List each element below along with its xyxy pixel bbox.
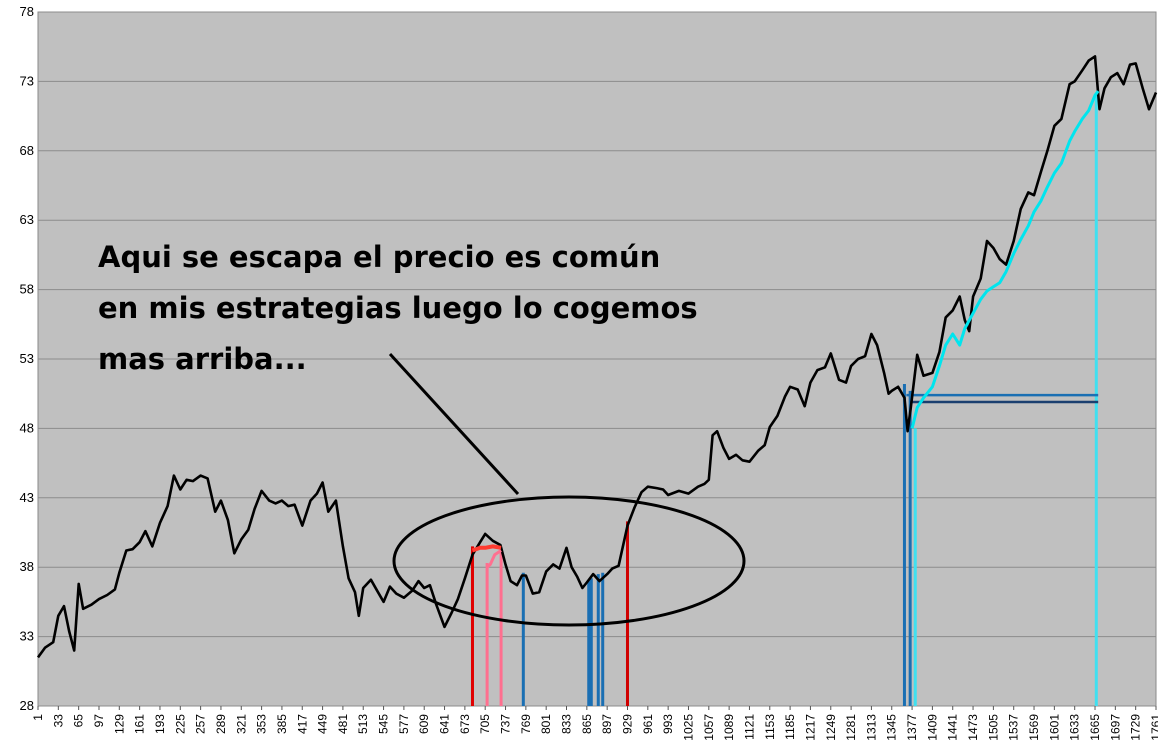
x-tick-label: 705 xyxy=(478,714,492,734)
x-tick-label: 129 xyxy=(112,714,126,734)
annotation-line-2: en mis estrategias luego lo cogemos xyxy=(98,291,698,325)
x-tick-label: 33 xyxy=(51,714,65,728)
x-tick-label: 609 xyxy=(417,714,431,734)
x-tick-label: 1409 xyxy=(925,714,939,741)
highlight-ellipse xyxy=(392,495,746,627)
x-tick-label: 65 xyxy=(72,714,86,728)
x-tick-label: 1217 xyxy=(803,714,817,741)
x-tick-label: 417 xyxy=(295,714,309,734)
x-tick-label: 1121 xyxy=(742,714,756,740)
x-tick-label: 769 xyxy=(519,714,533,734)
annotation-line-1: Aqui se escapa el precio es común xyxy=(98,240,661,274)
y-tick-label: 68 xyxy=(20,143,34,158)
x-tick-label: 1089 xyxy=(722,714,736,741)
x-tick-label: 257 xyxy=(194,714,208,734)
x-tick-label: 225 xyxy=(173,714,187,734)
y-tick-label: 63 xyxy=(20,212,34,227)
series-line-1 xyxy=(910,90,1100,429)
x-tick-label: 1729 xyxy=(1129,714,1143,741)
series-line-0 xyxy=(36,55,1158,659)
y-tick-label: 53 xyxy=(20,351,34,366)
x-tick-label: 1249 xyxy=(824,714,838,741)
x-tick-label: 929 xyxy=(620,714,634,734)
y-tick-label: 43 xyxy=(20,490,34,505)
x-tick-label: 1345 xyxy=(885,714,899,741)
annotation-line-3: mas arriba... xyxy=(98,342,307,376)
x-tick-label: 1 xyxy=(31,714,45,721)
x-tick-label: 1601 xyxy=(1047,714,1061,741)
x-tick-label: 1665 xyxy=(1088,714,1102,741)
x-tick-label: 161 xyxy=(133,714,147,734)
series-lines xyxy=(36,55,1158,659)
x-tick-label: 577 xyxy=(397,714,411,734)
x-tick-label: 993 xyxy=(661,714,675,734)
y-axis: 28 33 38 43 48 53 58 63 68 73 78 xyxy=(20,4,34,713)
x-tick-label: 513 xyxy=(356,714,370,734)
x-tick-label: 97 xyxy=(92,714,106,728)
series-line-2 xyxy=(471,544,502,553)
annotation-arrow xyxy=(388,352,520,496)
y-tick-label: 38 xyxy=(20,559,34,574)
y-tick-label: 78 xyxy=(20,4,34,19)
x-tick-label: 1185 xyxy=(783,714,797,740)
x-tick-label: 1025 xyxy=(681,714,695,741)
series-line-3 xyxy=(486,549,502,569)
x-tick-label: 737 xyxy=(499,714,513,734)
x-tick-label: 449 xyxy=(316,714,330,734)
x-tick-label: 1697 xyxy=(1108,714,1122,741)
x-tick-label: 481 xyxy=(336,714,350,734)
x-tick-label: 961 xyxy=(641,714,655,734)
x-tick-label: 1761 xyxy=(1149,714,1158,741)
x-axis: 1 33 65 97 129 161 193 225 257 289 321 353 385 417 449… xyxy=(31,706,1158,741)
x-tick-label: 289 xyxy=(214,714,228,734)
x-tick-label: 193 xyxy=(153,714,167,734)
x-tick-label: 1153 xyxy=(763,714,777,740)
x-tick-label: 1633 xyxy=(1068,714,1082,741)
x-tick-label: 1377 xyxy=(905,714,919,741)
x-tick-label: 1281 xyxy=(844,714,858,741)
x-tick-label: 673 xyxy=(458,714,472,734)
y-tick-label: 48 xyxy=(20,420,34,435)
y-tick-label: 58 xyxy=(20,282,34,297)
x-tick-label: 545 xyxy=(377,714,391,734)
x-tick-label: 865 xyxy=(580,714,594,734)
trade-markers xyxy=(470,93,1099,706)
y-tick-label: 33 xyxy=(20,629,34,644)
x-tick-label: 1473 xyxy=(966,714,980,741)
x-tick-label: 385 xyxy=(275,714,289,734)
x-tick-label: 1057 xyxy=(702,714,716,741)
x-tick-label: 897 xyxy=(600,714,614,734)
x-tick-label: 1441 xyxy=(946,714,960,741)
x-tick-label: 641 xyxy=(438,714,452,734)
x-tick-label: 353 xyxy=(255,714,269,734)
y-tick-label: 73 xyxy=(20,73,34,88)
y-tick-label: 28 xyxy=(20,698,34,713)
x-tick-label: 1505 xyxy=(986,714,1000,741)
x-tick-label: 833 xyxy=(560,714,574,734)
annotation-text: Aqui se escapa el precio es común en mis… xyxy=(98,232,738,385)
x-tick-label: 1569 xyxy=(1027,714,1041,741)
x-tick-label: 1537 xyxy=(1007,714,1021,741)
x-tick-label: 321 xyxy=(234,714,248,734)
gridlines xyxy=(38,11,1156,707)
x-tick-label: 1313 xyxy=(864,714,878,741)
x-tick-label: 801 xyxy=(539,714,553,734)
